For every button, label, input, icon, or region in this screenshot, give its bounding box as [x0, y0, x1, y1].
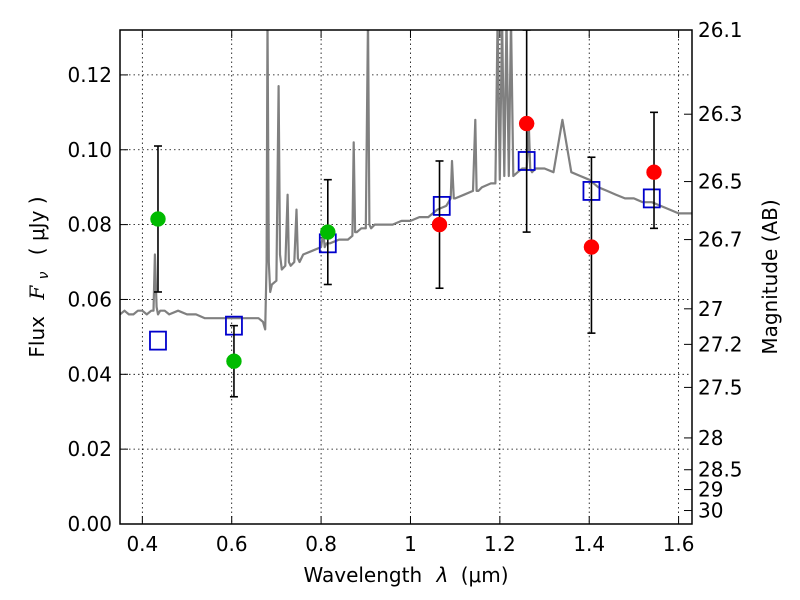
x-axis-label-text: Wavelength — [303, 563, 422, 587]
right-tick-label: 29 — [698, 478, 723, 502]
x-axis-label-unit: (μm) — [461, 563, 509, 587]
plot-frame — [119, 29, 693, 525]
y-tick-label: 0.08 — [67, 213, 112, 237]
upper-limit-point — [226, 353, 242, 369]
y-tick-label: 0.02 — [67, 437, 112, 461]
right-tick-label: 27 — [698, 297, 723, 321]
right-tick-label: 26.3 — [698, 102, 743, 126]
x-tick-label: 0.6 — [216, 532, 248, 556]
x-tick-label: 0.8 — [305, 532, 337, 556]
x-tick-label: 1.6 — [663, 532, 695, 556]
x-tick-label: 0.4 — [126, 532, 158, 556]
x-tick-label: 1.2 — [484, 532, 516, 556]
model-photometry-square — [642, 188, 661, 209]
detection-point — [646, 164, 662, 180]
plot-area — [120, 30, 692, 398]
right-axis-label: Magnitude (AB) — [758, 199, 782, 354]
x-axis-label-symbol: λ — [436, 563, 449, 587]
right-tick-label: 28.5 — [698, 458, 743, 482]
y-tick-label: 0.10 — [67, 138, 112, 162]
ticks: 0.4 0.6 0.8 1 1.2 1.4 1.6 0.00 0.02 0.04 0.06 0.08 0… — [67, 18, 742, 556]
grid — [120, 30, 692, 524]
spectrum-line — [120, 30, 692, 331]
x-axis-label: Wavelength λ (μm) — [303, 563, 508, 587]
right-tick-label: 28 — [698, 426, 723, 450]
detection-point — [583, 239, 600, 255]
x-tick-label: 1.4 — [573, 532, 605, 556]
upper-limit-point — [320, 224, 336, 240]
y-tick-label: 0.12 — [67, 63, 112, 87]
right-tick-label: 26.7 — [698, 228, 743, 252]
y-axis-label-text: Flux — [25, 316, 49, 358]
right-tick-label: 26.5 — [698, 170, 743, 194]
detection-point — [431, 216, 448, 233]
right-tick-label: 27.5 — [698, 375, 743, 399]
right-tick-label: 27.2 — [698, 332, 743, 356]
y-tick-label: 0.00 — [67, 512, 112, 536]
detection-point — [518, 115, 535, 132]
y-tick-label: 0.04 — [67, 362, 112, 386]
y-axis-label: Flux F ν ( μJy ) — [25, 196, 53, 357]
y-tick-label: 0.06 — [67, 287, 112, 311]
y-axis-label-subscript: ν — [36, 271, 52, 279]
model-photometry-square — [149, 330, 167, 351]
right-tick-label: 26.1 — [698, 18, 743, 42]
y-axis-label-symbol: F — [25, 285, 49, 301]
y-axis-label-unit: ( μJy ) — [25, 196, 49, 255]
upper-limit-point — [150, 211, 166, 227]
x-tick-label: 1 — [404, 532, 417, 556]
model-photometry-square — [432, 195, 451, 216]
right-tick-label: 30 — [698, 499, 723, 523]
